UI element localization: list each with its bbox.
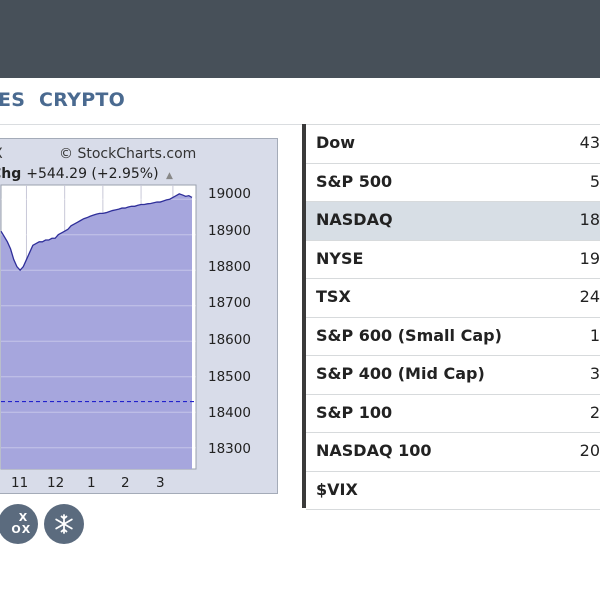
point-and-figure-icon: X O X — [11, 511, 31, 536]
y-tick-label: 18400 — [208, 405, 251, 421]
svg-text:O: O — [11, 523, 20, 536]
index-name[interactable]: S&P 600 (Small Cap) — [316, 325, 502, 345]
x-tick-label: 11 — [11, 475, 29, 491]
index-value: 20 — [579, 441, 600, 460]
index-value: 2 — [589, 402, 600, 422]
table-row[interactable]: $VIX — [306, 471, 600, 510]
y-tick-label: 18800 — [208, 259, 251, 275]
chart-change-value: +544.29 (+2.95%) — [26, 166, 159, 182]
index-name[interactable]: NASDAQ 100 — [316, 441, 432, 460]
index-value: 1 — [589, 325, 600, 345]
nav-item-crypto[interactable]: CRYPTO — [39, 89, 126, 111]
x-tick-label: 1 — [87, 475, 96, 491]
index-value: 24 — [579, 287, 600, 306]
y-tick-label: 19000 — [208, 186, 251, 202]
table-row[interactable]: NYSE 19 — [306, 240, 600, 279]
market-nav: ES CRYPTO — [0, 78, 600, 125]
x-tick-label: 2 — [121, 475, 130, 491]
table-row[interactable]: S&P 600 (Small Cap) 1 — [306, 317, 600, 356]
chart-brand: © StockCharts.com — [59, 146, 197, 162]
index-value: 3 — [589, 364, 600, 383]
chart-symbol: OX — [0, 146, 3, 162]
y-tick-label: 18700 — [208, 295, 251, 311]
index-name[interactable]: $VIX — [316, 479, 358, 499]
snowflake-icon — [55, 514, 73, 534]
index-name[interactable]: S&P 400 (Mid Cap) — [316, 364, 485, 383]
index-name[interactable]: NYSE — [316, 248, 364, 268]
index-name[interactable]: TSX — [316, 287, 351, 306]
chart-change: Chg+544.29 (+2.95%) ▲ — [0, 166, 173, 182]
index-value: 43 — [579, 133, 600, 152]
nav-item-partial[interactable]: ES — [0, 89, 26, 111]
index-name[interactable]: NASDAQ — [316, 210, 393, 229]
top-header-bar — [0, 0, 600, 78]
chart-canvas — [0, 184, 197, 470]
y-tick-label: 18900 — [208, 223, 251, 239]
index-value: 5 — [589, 171, 600, 191]
chart-change-label: Chg — [0, 166, 22, 182]
table-row[interactable]: TSX 24 — [306, 279, 600, 318]
seasonality-button[interactable] — [44, 504, 84, 544]
table-row[interactable]: S&P 400 (Mid Cap) 3 — [306, 356, 600, 395]
svg-text:X: X — [19, 511, 28, 524]
table-row[interactable]: Dow 43 — [306, 125, 600, 164]
panel-divider — [302, 124, 306, 508]
x-tick-label: 12 — [47, 475, 65, 491]
table-row[interactable]: NASDAQ 18 — [306, 202, 600, 241]
x-tick-label: 3 — [156, 475, 165, 491]
point-and-figure-button[interactable]: X O X — [0, 504, 38, 544]
svg-text:X: X — [22, 523, 31, 536]
index-name[interactable]: Dow — [316, 133, 356, 152]
index-value: 19 — [579, 248, 600, 268]
market-indices-table: Dow 43 S&P 500 5 NASDAQ 18 NYSE 19 TSX 24 S&P 600 … — [306, 124, 600, 510]
table-row[interactable]: NASDAQ 100 20 — [306, 433, 600, 472]
y-tick-label: 18600 — [208, 332, 251, 348]
price-line — [0, 193, 193, 272]
table-row[interactable]: S&P 500 5 — [306, 163, 600, 202]
index-name[interactable]: S&P 500 — [316, 171, 393, 191]
index-value: 18 — [579, 210, 600, 229]
index-chart[interactable]: OX © StockCharts.com Chg+544.29 (+2.95%)… — [0, 138, 278, 494]
table-row[interactable]: S&P 100 2 — [306, 394, 600, 433]
index-name[interactable]: S&P 100 — [316, 402, 393, 422]
chart-up-arrow-icon: ▲ — [166, 171, 173, 181]
y-tick-label: 18500 — [208, 369, 251, 385]
price-area — [1, 193, 192, 469]
y-tick-label: 18300 — [208, 441, 251, 457]
